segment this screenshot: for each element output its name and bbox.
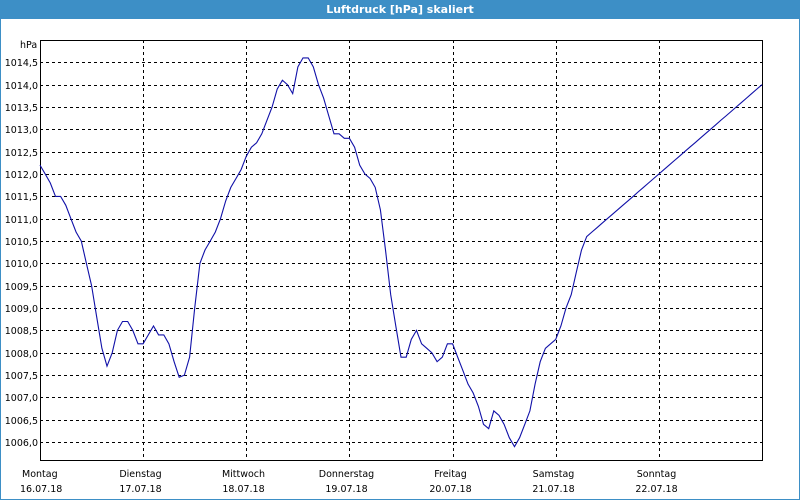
y-axis-label: hPa	[20, 40, 37, 51]
x-tick-date: 22.07.18	[635, 484, 677, 495]
y-tick-label: 1010,0	[5, 259, 38, 270]
x-tick-date: 21.07.18	[532, 484, 574, 495]
y-tick-label: 1012,5	[5, 148, 38, 159]
x-tick-date: 18.07.18	[222, 484, 264, 495]
x-tick-day: Dienstag	[119, 469, 161, 480]
y-tick-label: 1006,0	[5, 438, 38, 449]
series-line-pressure	[39, 57, 763, 448]
x-tick-day: Freitag	[434, 469, 467, 480]
y-tick-label: 1014,5	[5, 58, 38, 69]
chart-title: Luftdruck [hPa] skaliert	[0, 0, 800, 19]
y-tick-label: 1008,0	[5, 349, 38, 360]
y-tick-labels: 1006,0 1006,5 1007,0 1007,5 1008,0 1008,5 1009…	[5, 58, 38, 449]
grid-lines	[40, 40, 762, 460]
y-tick-label: 1012,0	[5, 170, 38, 181]
y-tick-label: 1006,5	[5, 416, 38, 427]
x-tick-day: Montag	[22, 469, 58, 480]
y-tick-label: 1007,5	[5, 371, 38, 382]
y-tick-label: 1010,5	[5, 237, 38, 248]
x-tick-day: Samstag	[533, 469, 575, 480]
y-tick-label: 1013,0	[5, 125, 38, 136]
y-tick-label: 1013,5	[5, 103, 38, 114]
y-tick-label: 1008,5	[5, 326, 38, 337]
x-tick-date: 16.07.18	[20, 484, 62, 495]
y-tick-label: 1011,0	[5, 215, 38, 226]
y-tick-label: 1014,0	[5, 81, 38, 92]
x-tick-date: 19.07.18	[325, 484, 367, 495]
x-tick-date: 20.07.18	[429, 484, 471, 495]
x-tick-day: Donnerstag	[319, 469, 374, 480]
x-tick-day: Sonntag	[637, 469, 676, 480]
plot-area	[40, 40, 763, 461]
x-tick-day: Mittwoch	[222, 469, 265, 480]
x-tick-date: 17.07.18	[119, 484, 161, 495]
x-tick-labels: Montag 16.07.18 Dienstag 17.07.18 Mittwoch 18…	[20, 469, 678, 495]
y-tick-label: 1009,5	[5, 282, 38, 293]
y-tick-label: 1011,5	[5, 192, 38, 203]
y-tick-label: 1009,0	[5, 304, 38, 315]
y-tick-label: 1007,0	[5, 393, 38, 404]
